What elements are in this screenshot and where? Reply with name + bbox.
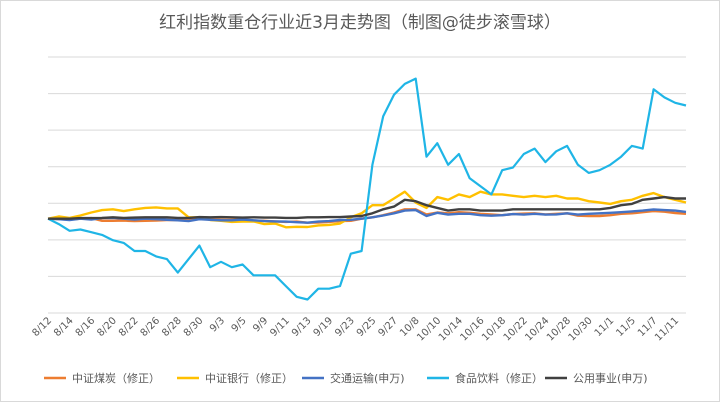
- x-tick-label: 8/20: [95, 315, 119, 339]
- series-line-2: [47, 208, 687, 224]
- x-tick-label: 9/19: [312, 315, 336, 339]
- x-tick-label: 8/14: [52, 315, 76, 339]
- x-tick-label: 9/23: [333, 315, 357, 339]
- legend-label: 公用事业(申万): [573, 372, 648, 385]
- x-tick-label: 8/16: [74, 315, 98, 339]
- x-tick-label: 9/25: [355, 315, 379, 339]
- x-tick-label: 9/11: [268, 315, 292, 339]
- series-line-4: [48, 195, 686, 220]
- x-tick-label: 9/13: [290, 315, 314, 339]
- x-tick-label: 11/1: [593, 315, 617, 339]
- chart-title: 红利指数重仓行业近3月走势图（制图@徒步滚雪球）: [159, 13, 561, 33]
- series-lines: [47, 77, 687, 301]
- series-line-3: [47, 77, 687, 301]
- x-tick-label: 10/30: [567, 315, 595, 343]
- x-tick-label: 8/26: [139, 315, 163, 339]
- x-tick-label: 8/28: [160, 315, 184, 339]
- legend-label: 中证银行（修正）: [205, 371, 293, 385]
- legend-label: 交通运输(申万): [330, 371, 405, 385]
- legend: 中证煤炭（修正） 中证银行（修正） 交通运输(申万) 食品饮料（修正） 公用事业(申万): [44, 371, 648, 385]
- x-tick-label: 9/27: [376, 315, 400, 339]
- x-tick-label: 11/11: [653, 315, 681, 343]
- x-tick-label: 8/12: [30, 315, 54, 339]
- x-tick-label: 9/5: [230, 315, 249, 334]
- legend-label: 中证煤炭（修正）: [72, 371, 160, 385]
- x-axis-tick-labels: 8/128/148/168/208/228/268/288/30 9/3 9/5 9/…: [30, 315, 681, 343]
- x-tick-label: 9/3: [208, 315, 227, 334]
- gridlines: [48, 56, 686, 314]
- x-tick-label: 8/22: [117, 315, 141, 339]
- x-tick-label: 11/5: [614, 315, 638, 339]
- legend-label: 食品饮料（修正）: [455, 371, 543, 385]
- x-tick-label: 8/30: [182, 315, 206, 339]
